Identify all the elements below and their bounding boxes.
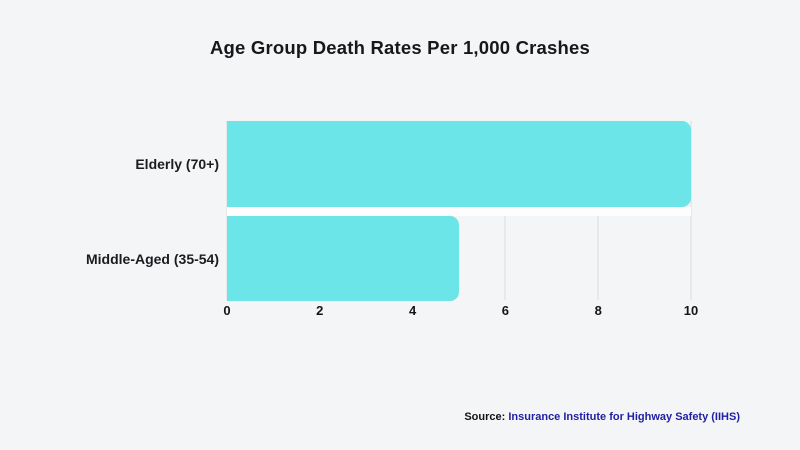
y-axis-label-elderly: Elderly (70+) xyxy=(135,156,219,172)
bar-gap xyxy=(227,207,691,216)
plot-area xyxy=(226,121,692,301)
y-axis-label-middle-aged: Middle-Aged (35-54) xyxy=(85,250,219,267)
x-axis-ticks: 0 2 4 6 8 10 xyxy=(223,303,698,321)
bar-middle-aged xyxy=(227,216,459,301)
chart-title: Age Group Death Rates Per 1,000 Crashes xyxy=(209,37,590,58)
gridline xyxy=(690,121,692,300)
bar-elderly xyxy=(227,121,691,207)
x-tick-label: 4 xyxy=(408,303,417,318)
x-tick-label: 6 xyxy=(501,303,510,318)
x-tick-label: 2 xyxy=(316,303,324,318)
x-tick-label: 0 xyxy=(223,303,231,318)
source-prefix: Source: xyxy=(464,411,506,423)
source-line: Source: Insurance Institute for Highway … xyxy=(464,411,740,423)
y-axis-labels: Elderly (70+) Middle-Aged (35-54) xyxy=(0,121,219,300)
x-tick-label: 8 xyxy=(594,303,602,318)
source-link[interactable]: Insurance Institute for Highway Safety (… xyxy=(505,411,740,423)
x-tick-label: 10 xyxy=(683,303,699,318)
